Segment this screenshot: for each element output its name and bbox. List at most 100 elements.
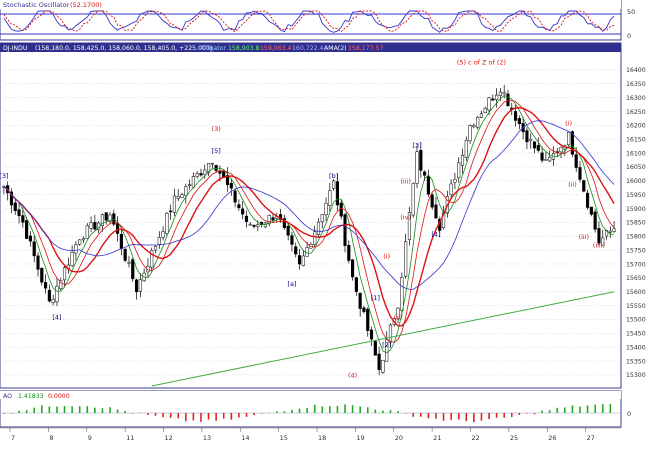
date-label: 9 (88, 434, 92, 442)
oscillator-bar (268, 412, 271, 414)
oscillator-bar (131, 413, 134, 414)
moving-average-red-13 (3, 107, 615, 327)
candle-body (40, 267, 44, 283)
oscillator-scale-0: 0 (627, 410, 631, 418)
candle-body (47, 289, 51, 302)
oscillator-histogram (3, 404, 612, 423)
oscillator-bar (253, 413, 255, 416)
candle-body (210, 162, 214, 165)
candle-body (93, 222, 97, 230)
oscillator-value-1: 1.41833 (18, 393, 44, 400)
candle-body (335, 181, 340, 206)
candle-body (434, 204, 438, 219)
candle-body (297, 255, 302, 265)
price-tick-label: 15950 (626, 192, 646, 199)
candle-body (51, 298, 55, 303)
candle-body (134, 279, 139, 293)
candle-body (517, 118, 521, 124)
stochastic-d-line (3, 10, 615, 33)
candle-body (373, 341, 377, 356)
oscillator-bar (442, 413, 445, 421)
wave-label: (ii) (568, 180, 577, 188)
candle-body (472, 125, 476, 128)
oscillator-bar (450, 413, 452, 420)
date-label: 11 (126, 434, 134, 442)
ma-value-3: 160,722.4 (292, 45, 324, 52)
price-ohlc: (158,180.0, 158,425.0, 158,060.0, 158,40… (35, 45, 212, 52)
candle-body (343, 214, 347, 246)
candle-body (108, 214, 112, 222)
candle-body (104, 212, 108, 221)
oscillator-bar (154, 413, 157, 416)
candle-body (339, 202, 343, 217)
oscillator-bar (510, 413, 513, 417)
candle-body (184, 186, 188, 196)
oscillator-bar (109, 407, 111, 413)
candle-body (112, 213, 116, 225)
candle-body (597, 228, 601, 244)
stochastic-panel[interactable]: Stochastic Oscillator (52.1700) 50 0 (0, 0, 635, 41)
candle-body (21, 215, 25, 223)
candle-body (381, 359, 385, 373)
candle-body (487, 97, 491, 111)
oscillator-bar (313, 404, 316, 413)
date-label: 26 (548, 434, 556, 442)
price-tick-label: 15700 (626, 261, 646, 268)
candle-body (320, 214, 324, 223)
date-label: 12 (165, 434, 173, 442)
candle-body (479, 113, 484, 118)
oscillator-bar (222, 413, 225, 419)
ma-value-5: 158,177.57 (348, 45, 383, 52)
wave-label: [2] (382, 341, 391, 349)
oscillator-bar (351, 405, 354, 413)
oscillator-bar (473, 413, 475, 423)
stochastic-k-line (3, 10, 615, 33)
candle-body (415, 151, 419, 184)
price-tick-label: 15800 (626, 234, 646, 241)
oscillator-bar (207, 413, 210, 420)
date-label: 19 (356, 434, 364, 442)
candle-body (498, 91, 502, 96)
wave-label: (3) (212, 125, 221, 133)
moving-average-red-8 (3, 99, 615, 343)
candle-body (241, 208, 245, 215)
wave-label: (iii) (579, 233, 590, 241)
date-label: 15 (280, 434, 288, 442)
oscillator-bar (457, 413, 460, 420)
candle-body (426, 176, 430, 195)
candle-body (574, 154, 578, 168)
price-tick-label: 15500 (626, 317, 646, 324)
oscillator-bar (185, 413, 187, 422)
candle-body (358, 292, 362, 309)
candle-body (195, 173, 199, 177)
oscillator-bar (291, 409, 293, 413)
oscillator-bar (192, 413, 195, 421)
price-tick-label: 16250 (626, 109, 646, 116)
oscillator-bar (162, 413, 164, 418)
moving-average-green-5 (3, 95, 615, 354)
wave-label: [a] (287, 280, 296, 288)
price-tick-label: 15750 (626, 247, 646, 254)
price-panel[interactable]: DJ-INDU (158,180.0, 158,425.0, 158,060.0… (0, 42, 646, 389)
oscillator-bar (245, 413, 248, 417)
price-tick-label: 16000 (626, 178, 646, 185)
oscillator-panel[interactable]: AO 1.41833 0.0000 0 (0, 390, 631, 428)
moving-average-blue-21 (3, 120, 615, 290)
candle-body (13, 202, 17, 212)
candle-body (529, 138, 533, 141)
oscillator-bar (298, 408, 301, 413)
candle-body (89, 222, 93, 229)
price-tick-label: 16350 (626, 81, 646, 88)
candle-body (127, 261, 131, 264)
oscillator-bar (556, 407, 559, 413)
candle-body (548, 156, 552, 162)
wave-label: (ii) (394, 313, 403, 321)
oscillator-bar (594, 404, 596, 413)
candle-body (513, 111, 518, 121)
date-label: 7 (11, 434, 15, 442)
candle-body (203, 169, 207, 175)
wave-label: [b] (329, 172, 338, 180)
candle-body (153, 245, 158, 251)
price-tick-label: 15650 (626, 275, 646, 282)
candle-body (483, 107, 487, 113)
